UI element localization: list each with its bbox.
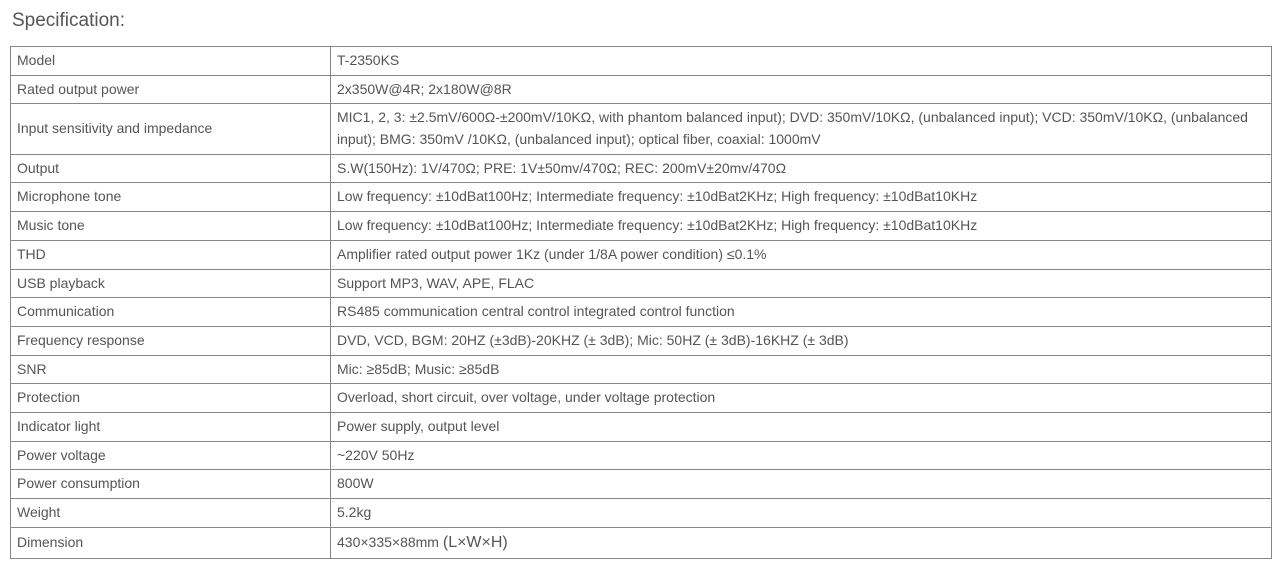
spec-value: DVD, VCD, BGM: 20HZ (±3dB)-20KHZ (± 3dB)…: [331, 326, 1272, 355]
table-row: Input sensitivity and impedanceMIC1, 2, …: [11, 104, 1272, 154]
spec-value: Low frequency: ±10dBat100Hz; Intermediat…: [331, 212, 1272, 241]
spec-value: Amplifier rated output power 1Kz (under …: [331, 240, 1272, 269]
spec-value: RS485 communication central control inte…: [331, 298, 1272, 327]
spec-value: 2x350W@4R; 2x180W@8R: [331, 75, 1272, 104]
spec-value: Overload, short circuit, over voltage, u…: [331, 384, 1272, 413]
spec-label: THD: [11, 240, 331, 269]
spec-label: Dimension: [11, 527, 331, 559]
spec-label: Microphone tone: [11, 183, 331, 212]
spec-value: Mic: ≥85dB; Music: ≥85dB: [331, 355, 1272, 384]
table-row: Power consumption800W: [11, 470, 1272, 499]
spec-label: Frequency response: [11, 326, 331, 355]
spec-label: Indicator light: [11, 412, 331, 441]
table-row: SNRMic: ≥85dB; Music: ≥85dB: [11, 355, 1272, 384]
spec-label: Communication: [11, 298, 331, 327]
table-row: USB playbackSupport MP3, WAV, APE, FLAC: [11, 269, 1272, 298]
spec-value: T-2350KS: [331, 47, 1272, 76]
spec-label: Protection: [11, 384, 331, 413]
table-row: Weight5.2kg: [11, 499, 1272, 528]
spec-value: Low frequency: ±10dBat100Hz; Intermediat…: [331, 183, 1272, 212]
spec-label: Rated output power: [11, 75, 331, 104]
specification-table: ModelT-2350KSRated output power2x350W@4R…: [10, 46, 1272, 559]
table-row: Rated output power2x350W@4R; 2x180W@8R: [11, 75, 1272, 104]
table-row: ModelT-2350KS: [11, 47, 1272, 76]
spec-label: Weight: [11, 499, 331, 528]
spec-value: MIC1, 2, 3: ±2.5mV/600Ω-±200mV/10KΩ, wit…: [331, 104, 1272, 154]
spec-value: 5.2kg: [331, 499, 1272, 528]
table-row: Music toneLow frequency: ±10dBat100Hz; I…: [11, 212, 1272, 241]
table-row: OutputS.W(150Hz): 1V/470Ω; PRE: 1V±50mv/…: [11, 154, 1272, 183]
spec-label: SNR: [11, 355, 331, 384]
spec-label: Input sensitivity and impedance: [11, 104, 331, 154]
spec-label: Model: [11, 47, 331, 76]
spec-label: USB playback: [11, 269, 331, 298]
spec-value-tail: (L×W×H): [443, 534, 508, 551]
page-title: Specification:: [12, 10, 1274, 32]
spec-value-main: 430×335×88mm: [337, 534, 443, 550]
spec-value: Power supply, output level: [331, 412, 1272, 441]
spec-value: 430×335×88mm (L×W×H): [331, 527, 1272, 559]
table-row: ProtectionOverload, short circuit, over …: [11, 384, 1272, 413]
spec-value: ~220V 50Hz: [331, 441, 1272, 470]
spec-label: Power voltage: [11, 441, 331, 470]
table-row: Indicator lightPower supply, output leve…: [11, 412, 1272, 441]
table-row: CommunicationRS485 communication central…: [11, 298, 1272, 327]
spec-value: 800W: [331, 470, 1272, 499]
table-row: Frequency responseDVD, VCD, BGM: 20HZ (±…: [11, 326, 1272, 355]
spec-value: S.W(150Hz): 1V/470Ω; PRE: 1V±50mv/470Ω; …: [331, 154, 1272, 183]
spec-label: Output: [11, 154, 331, 183]
table-row: Dimension430×335×88mm (L×W×H): [11, 527, 1272, 559]
table-row: THDAmplifier rated output power 1Kz (und…: [11, 240, 1272, 269]
table-row: Microphone toneLow frequency: ±10dBat100…: [11, 183, 1272, 212]
spec-label: Power consumption: [11, 470, 331, 499]
spec-value: Support MP3, WAV, APE, FLAC: [331, 269, 1272, 298]
spec-label: Music tone: [11, 212, 331, 241]
table-row: Power voltage~220V 50Hz: [11, 441, 1272, 470]
